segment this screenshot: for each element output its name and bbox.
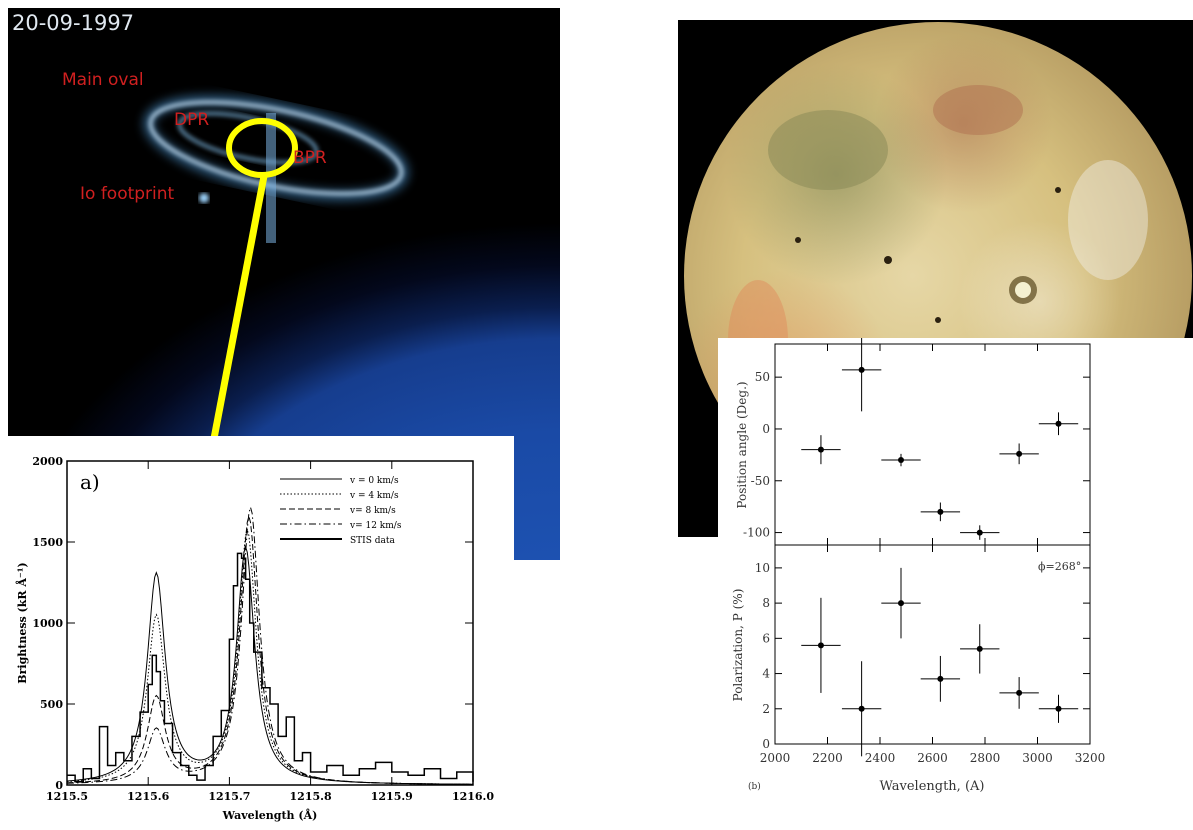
date-label: 20-09-1997 — [12, 11, 135, 35]
spectrum-chart: 1215.5 1215.6 1215.7 1215.8 1215.9 1216.0 0 500… — [8, 436, 514, 825]
inner-aurora-ring — [177, 112, 319, 164]
spectrum-x-tick-label: 1216.0 — [452, 790, 494, 803]
polarization-y-tick-label: 2 — [762, 702, 770, 716]
legend-label-4: STIS data — [350, 536, 395, 546]
spectrum-y-tick-label: 1500 — [32, 536, 63, 549]
spectrum-x-tick-label: 1215.7 — [208, 790, 250, 803]
position-angle-y-tick-label: 50 — [755, 370, 770, 384]
spectrum-x-tick-label: 1215.6 — [127, 790, 169, 803]
legend-label-3: v= 12 km/s — [349, 521, 402, 531]
stis-data-series — [67, 552, 474, 783]
io-surface-features — [728, 85, 1148, 400]
polarization-point — [1016, 689, 1023, 696]
polarization-panel-label: (b) — [748, 781, 761, 792]
polarization-x-tick-label: 2800 — [970, 751, 1001, 765]
polarization-x-tick-label: 3200 — [1075, 751, 1106, 765]
io-footprint-label: Io footprint — [80, 184, 175, 204]
model-curve-series-1 — [66, 528, 474, 785]
position-angle-point — [817, 446, 824, 453]
pointer-arrow-line — [204, 175, 268, 471]
spectrum-x-axis-label: Wavelength (Å) — [222, 808, 318, 822]
polarization-x-tick-label: 3000 — [1022, 751, 1053, 765]
spectrum-y-tick-label: 2000 — [32, 455, 63, 468]
spectrum-y-axis-label: Brightness (kR Å⁻¹) — [15, 562, 29, 683]
legend-label-2: v= 8 km/s — [349, 506, 396, 516]
position-angle-point — [976, 529, 983, 536]
spectrum-panel-label: a) — [80, 470, 100, 494]
spectrum-y-tick-label: 500 — [40, 698, 63, 711]
polarization-point — [817, 642, 824, 649]
phase-annotation: ϕ=268° — [1038, 560, 1081, 573]
model-curve-series-0 — [66, 545, 474, 785]
spectrum-y-tick-label: 1000 — [32, 617, 63, 630]
polarization-point — [976, 645, 983, 652]
io-footprint-spot — [199, 193, 209, 203]
spectrum-y-tick-label: 0 — [55, 779, 63, 792]
position-angle-point — [858, 366, 865, 373]
dpr-label: DPR — [174, 110, 210, 130]
polarization-chart: 50 0 -50 -100 0 2 4 6 8 10 2000 2200 2400 2600 2800 300… — [718, 328, 1193, 800]
polarization-y-tick-label: 4 — [762, 667, 770, 681]
spectrum-x-tick-label: 1215.9 — [371, 790, 413, 803]
polarization-x-tick-label: 2600 — [917, 751, 948, 765]
legend-label-0: v = 0 km/s — [349, 476, 399, 486]
polarization-point — [858, 705, 865, 712]
highlight-circle — [226, 118, 298, 178]
polarization-y-tick-label: 6 — [762, 631, 770, 645]
position-angle-point — [937, 508, 944, 515]
spectrum-x-tick-label: 1215.5 — [46, 790, 88, 803]
spectrum-plot: 1215.5 1215.6 1215.7 1215.8 1215.9 1216.0 0 500… — [15, 455, 494, 822]
position-angle-point — [1055, 420, 1062, 427]
polarization-point — [1055, 705, 1062, 712]
polarization-x-tick-label: 2000 — [760, 751, 791, 765]
polarization-y-tick-label: 0 — [762, 737, 770, 751]
polarization-point — [898, 600, 904, 607]
polarization-y-axis-label: Polarization, P (%) — [731, 589, 745, 702]
position-angle-y-tick-label: -100 — [743, 526, 770, 540]
aurora-drawing — [143, 95, 409, 493]
polarization-point — [937, 675, 944, 682]
polarization-y-tick-label: 10 — [755, 561, 770, 575]
polarization-y-tick-label: 8 — [762, 596, 770, 610]
position-angle-frame — [774, 343, 1091, 546]
polarization-x-tick-label: 2400 — [865, 751, 896, 765]
model-curve-series-3 — [66, 505, 474, 785]
legend-label-1: v = 4 km/s — [349, 491, 399, 501]
polarization-x-tick-label: 2200 — [812, 751, 843, 765]
position-angle-y-axis-label: Position angle (Deg.) — [735, 381, 749, 508]
bpr-label: BPR — [293, 148, 327, 168]
polarization-plot: 50 0 -50 -100 0 2 4 6 8 10 2000 2200 2400 2600 2800 300… — [731, 328, 1106, 794]
position-angle-point — [898, 457, 904, 464]
position-angle-y-tick-label: 0 — [762, 422, 770, 436]
main-oval-label: Main oval — [62, 70, 144, 90]
position-angle-point — [1016, 450, 1023, 457]
stis-slit — [266, 113, 276, 243]
position-angle-y-tick-label: -50 — [751, 474, 770, 488]
polarization-x-axis-label: Wavelength, (A) — [880, 779, 985, 794]
spectrum-x-tick-label: 1215.8 — [290, 790, 332, 803]
